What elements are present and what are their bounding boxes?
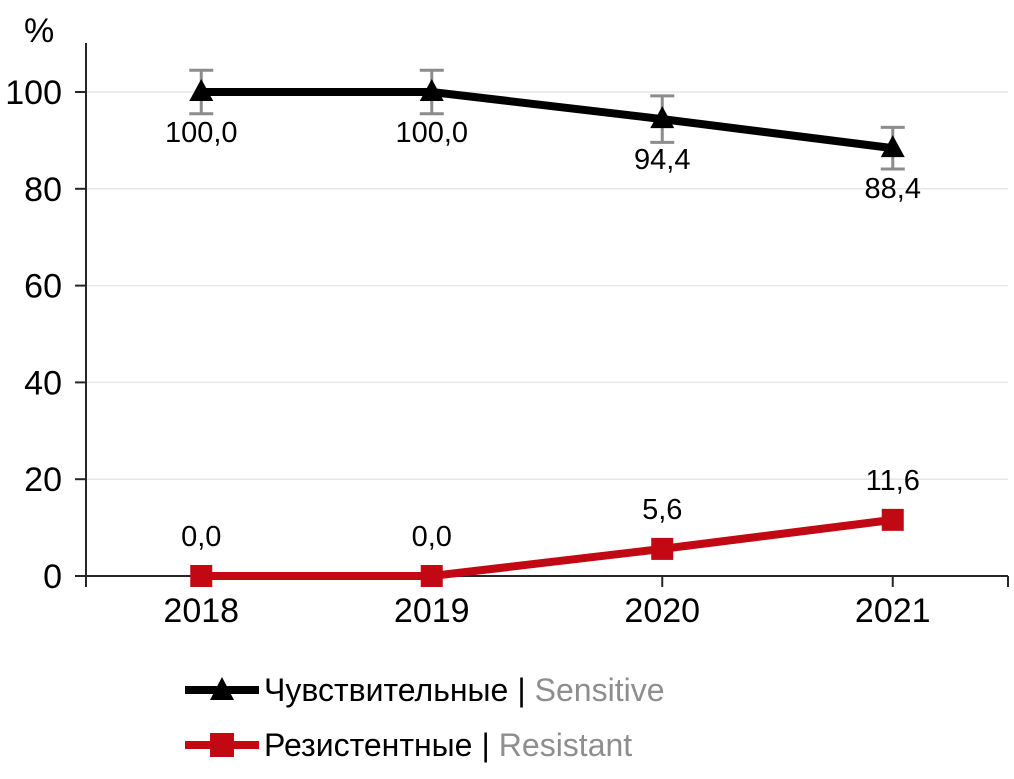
data-point-marker-square [420,565,443,587]
x-tick-label: 2020 [624,592,700,630]
series-line-1 [201,515,894,580]
data-label: 100,0 [165,117,238,149]
legend-label-en-resistant: Resistant [498,727,633,763]
data-point-marker-triangle [650,106,675,129]
legend-label-ru-sensitive: Чувствительные [264,672,509,708]
legend-label-ru-resistant: Резистентные [264,727,473,763]
data-label: 88,4 [865,173,921,205]
y-tick-label: 0 [43,558,62,596]
data-point-marker-square [881,508,904,531]
x-tick-label: 2018 [163,592,239,630]
data-point-marker-square [190,565,213,587]
data-point-marker-triangle [189,79,214,101]
x-tick-label: 2019 [394,592,470,630]
legend-line-sample-resistant [185,733,259,757]
legend-square-marker [210,733,234,757]
y-axis-title: % [24,12,54,50]
y-tick-label: 20 [24,461,62,499]
y-tick-label: 40 [24,364,62,402]
legend-separator: | [517,672,526,708]
data-point-marker-triangle [880,135,905,158]
legend-label-en-sensitive: Sensitive [534,672,665,708]
legend-triangle-marker [210,677,234,700]
legend-item-sensitive: Чувствительные | Sensitive [183,673,665,707]
data-label: 0,0 [412,521,452,553]
y-tick-label: 80 [24,171,62,209]
legend-item-resistant: Резистентные | Resistant [183,728,665,762]
y-tick-label: 100 [5,74,62,112]
data-point-marker-triangle [419,79,444,101]
data-label: 5,6 [642,494,682,526]
data-point-marker-square [651,537,674,560]
data-label: 11,6 [866,465,920,497]
legend-separator: | [481,727,490,763]
data-label: 94,4 [634,144,690,176]
data-label: 100,0 [395,117,468,149]
y-tick-label: 60 [24,268,62,306]
x-tick-label: 2021 [855,592,931,630]
chart-legend: Чувствительные | Sensitive Резистентные … [183,673,665,762]
legend-line-sample-sensitive [185,677,259,700]
series-line-0 [201,88,894,153]
data-label: 0,0 [181,521,221,553]
